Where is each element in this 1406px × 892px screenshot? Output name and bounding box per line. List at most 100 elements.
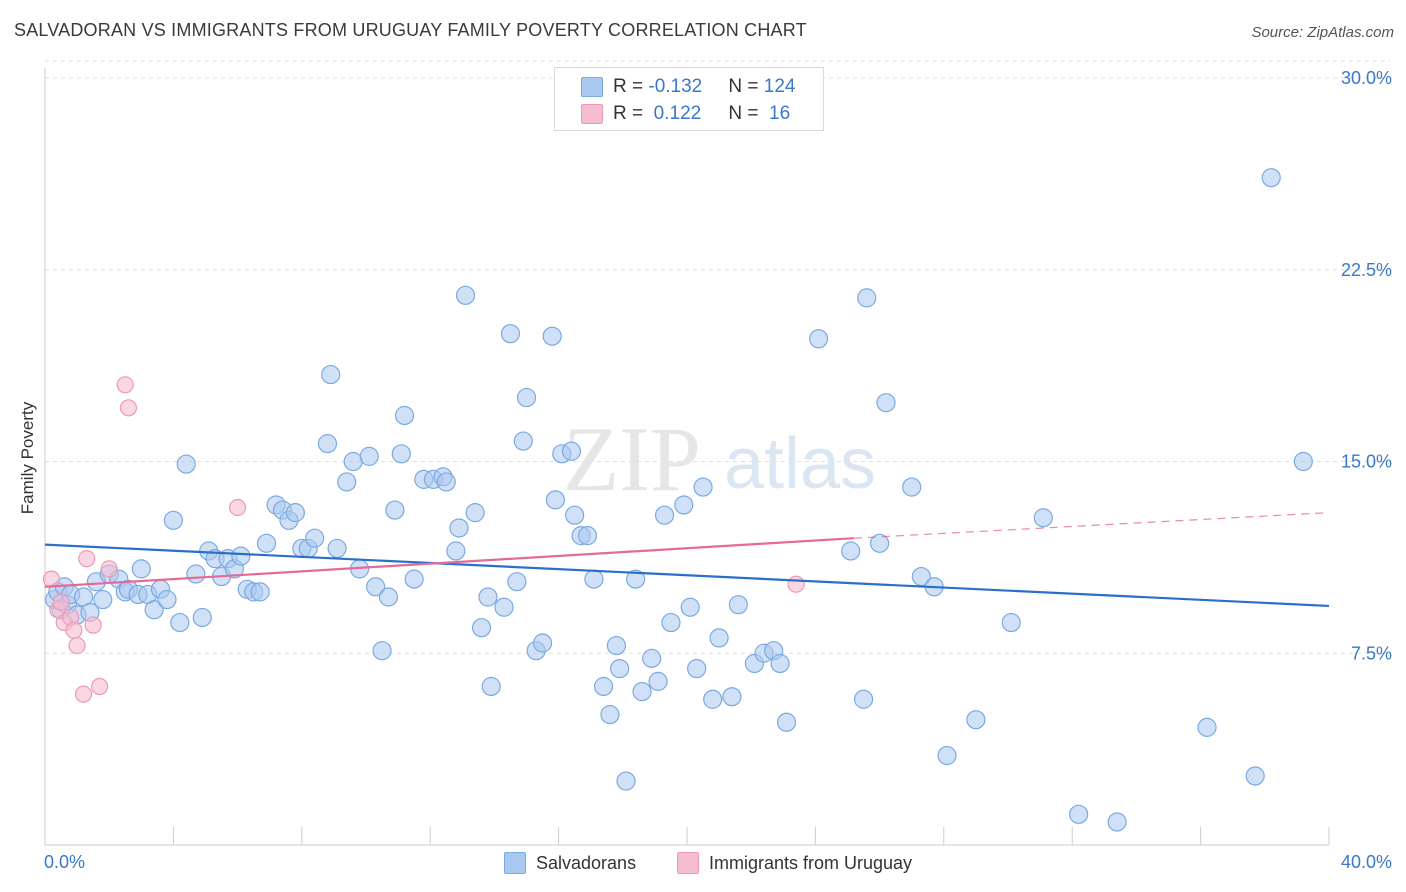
point-salvadorans [321, 364, 341, 385]
trend-lines [44, 512, 1330, 608]
stats-row-uruguay: R = 0.122 N = 16 [613, 102, 790, 126]
point-salvadorans [616, 771, 636, 791]
point-salvadorans [853, 689, 874, 709]
point-salvadorans [516, 387, 537, 408]
point-salvadorans [709, 628, 729, 648]
point-salvadorans [876, 393, 896, 413]
point-salvadorans [1261, 168, 1281, 188]
point-uruguay [42, 570, 61, 588]
point-salvadorans [378, 587, 399, 607]
point-salvadorans [674, 495, 694, 515]
point-salvadorans [513, 431, 533, 451]
point-uruguay [78, 550, 96, 568]
point-uruguay [229, 498, 247, 517]
point-salvadorans [565, 505, 585, 525]
point-salvadorans [465, 503, 485, 523]
point-salvadorans [500, 324, 521, 344]
point-salvadorans [654, 505, 675, 525]
point-salvadorans [327, 538, 347, 559]
point-salvadorans [841, 541, 861, 561]
point-salvadorans [703, 689, 723, 709]
point-salvadorans [385, 500, 405, 520]
point-salvadorans [337, 472, 357, 492]
point-salvadorans [1001, 612, 1021, 633]
point-salvadorans [372, 641, 392, 661]
watermark-atlas: atlas [724, 424, 876, 504]
axes [44, 68, 1330, 846]
y-tick-label: 15.0% [1341, 452, 1392, 472]
point-salvadorans [1197, 717, 1217, 737]
x-tick-label-max: 40.0% [1340, 852, 1392, 872]
point-salvadorans [176, 454, 196, 474]
point-salvadorans [231, 546, 251, 566]
point-salvadorans [606, 635, 626, 656]
point-salvadorans [809, 329, 829, 349]
point-salvadorans [93, 589, 113, 610]
point-salvadorans [144, 600, 164, 620]
stats-box: R = -0.132 N = 124 R = 0.122 N = 16 [554, 67, 824, 131]
trend-line-uruguay [44, 537, 854, 588]
point-salvadorans [391, 444, 411, 464]
point-salvadorans [163, 510, 183, 530]
point-salvadorans [186, 564, 206, 584]
stats-swatch-uruguay [581, 104, 603, 124]
point-salvadorans [446, 541, 466, 561]
point-salvadorans [170, 612, 190, 633]
point-salvadorans [192, 607, 212, 628]
r-label: R = [613, 76, 649, 97]
legend: Salvadorans Immigrants from Uruguay [0, 852, 1406, 876]
point-salvadorans [857, 288, 877, 308]
y-tick-label: 22.5% [1341, 260, 1392, 280]
point-salvadorans [366, 577, 386, 597]
point-uruguay [84, 616, 102, 634]
point-salvadorans [285, 503, 305, 523]
point-uruguay [787, 575, 805, 593]
n-value: 16 [763, 103, 791, 124]
legend-item-salvadorans: Salvadorans [504, 852, 636, 874]
point-salvadorans [770, 653, 790, 674]
point-salvadorans [131, 559, 151, 579]
point-salvadorans [542, 326, 562, 346]
point-salvadorans [449, 518, 469, 538]
point-salvadorans [1107, 812, 1127, 832]
chart-title: SALVADORAN VS IMMIGRANTS FROM URUGUAY FA… [14, 20, 807, 40]
legend-item-uruguay: Immigrants from Uruguay [677, 852, 912, 874]
point-salvadorans [966, 710, 986, 730]
point-uruguay [90, 677, 109, 696]
point-uruguay [74, 685, 93, 703]
point-salvadorans [1293, 451, 1313, 472]
point-salvadorans [661, 612, 681, 633]
point-salvadorans [680, 597, 700, 617]
source-credit: Source: ZipAtlas.com [1251, 24, 1394, 41]
point-salvadorans [1245, 766, 1265, 786]
legend-label-uruguay: Immigrants from Uruguay [709, 852, 913, 873]
y-tick-labels: 7.5% 15.0% 22.5% 30.0% [1341, 68, 1392, 663]
point-salvadorans [593, 676, 614, 697]
legend-swatch-salvadorans [504, 852, 526, 874]
n-label: N = [728, 103, 764, 124]
point-salvadorans [394, 405, 415, 426]
point-salvadorans [305, 528, 325, 548]
point-salvadorans [584, 569, 604, 589]
point-salvadorans [250, 582, 270, 602]
point-salvadorans [404, 569, 424, 589]
point-salvadorans [1033, 508, 1053, 528]
point-salvadorans [545, 490, 565, 510]
point-salvadorans [256, 533, 277, 553]
point-salvadorans [609, 658, 630, 679]
point-uruguay [100, 560, 118, 578]
y-tick-label: 30.0% [1341, 68, 1392, 88]
point-salvadorans [359, 446, 379, 466]
trend-line-uruguay-extension [853, 512, 1330, 539]
point-salvadorans [343, 451, 363, 472]
stats-swatch-salvadorans [581, 77, 603, 97]
point-salvadorans [1069, 804, 1089, 824]
point-salvadorans [507, 572, 527, 592]
watermark: ZIP atlas [563, 408, 876, 510]
y-tick-label: 7.5% [1351, 643, 1392, 663]
trend-line-salvadorans [44, 543, 1330, 608]
point-uruguay [119, 399, 138, 417]
point-salvadorans [317, 434, 338, 454]
watermark-zip: ZIP [563, 408, 701, 510]
